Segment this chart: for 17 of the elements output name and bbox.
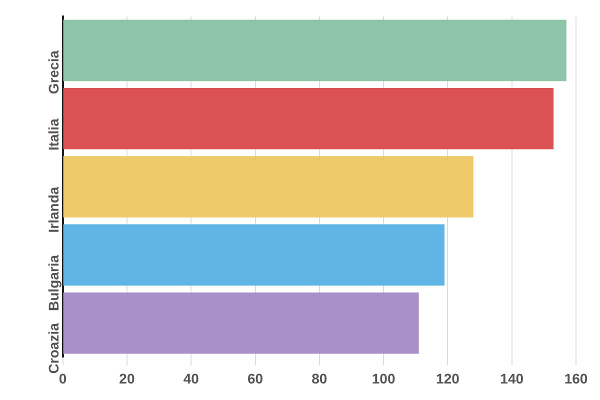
y-tick-label: Irlanda <box>46 186 62 233</box>
x-tick-label: 60 <box>247 370 264 386</box>
y-tick-label: Italia <box>46 118 62 151</box>
y-tick-label: Grecia <box>46 50 62 94</box>
y-tick-label: Bulgaria <box>46 254 62 311</box>
x-tick-label: 40 <box>183 370 200 386</box>
x-tick-label: 100 <box>372 370 396 386</box>
bar <box>63 156 474 218</box>
bar <box>63 224 444 286</box>
x-tick-label: 80 <box>312 370 328 386</box>
x-tick-label: 160 <box>564 370 588 386</box>
x-tick-label: 20 <box>119 370 135 386</box>
bar <box>63 20 566 82</box>
x-tick-label: 120 <box>436 370 460 386</box>
bar <box>63 88 554 150</box>
bar <box>63 292 419 354</box>
x-tick-label: 140 <box>500 370 524 386</box>
